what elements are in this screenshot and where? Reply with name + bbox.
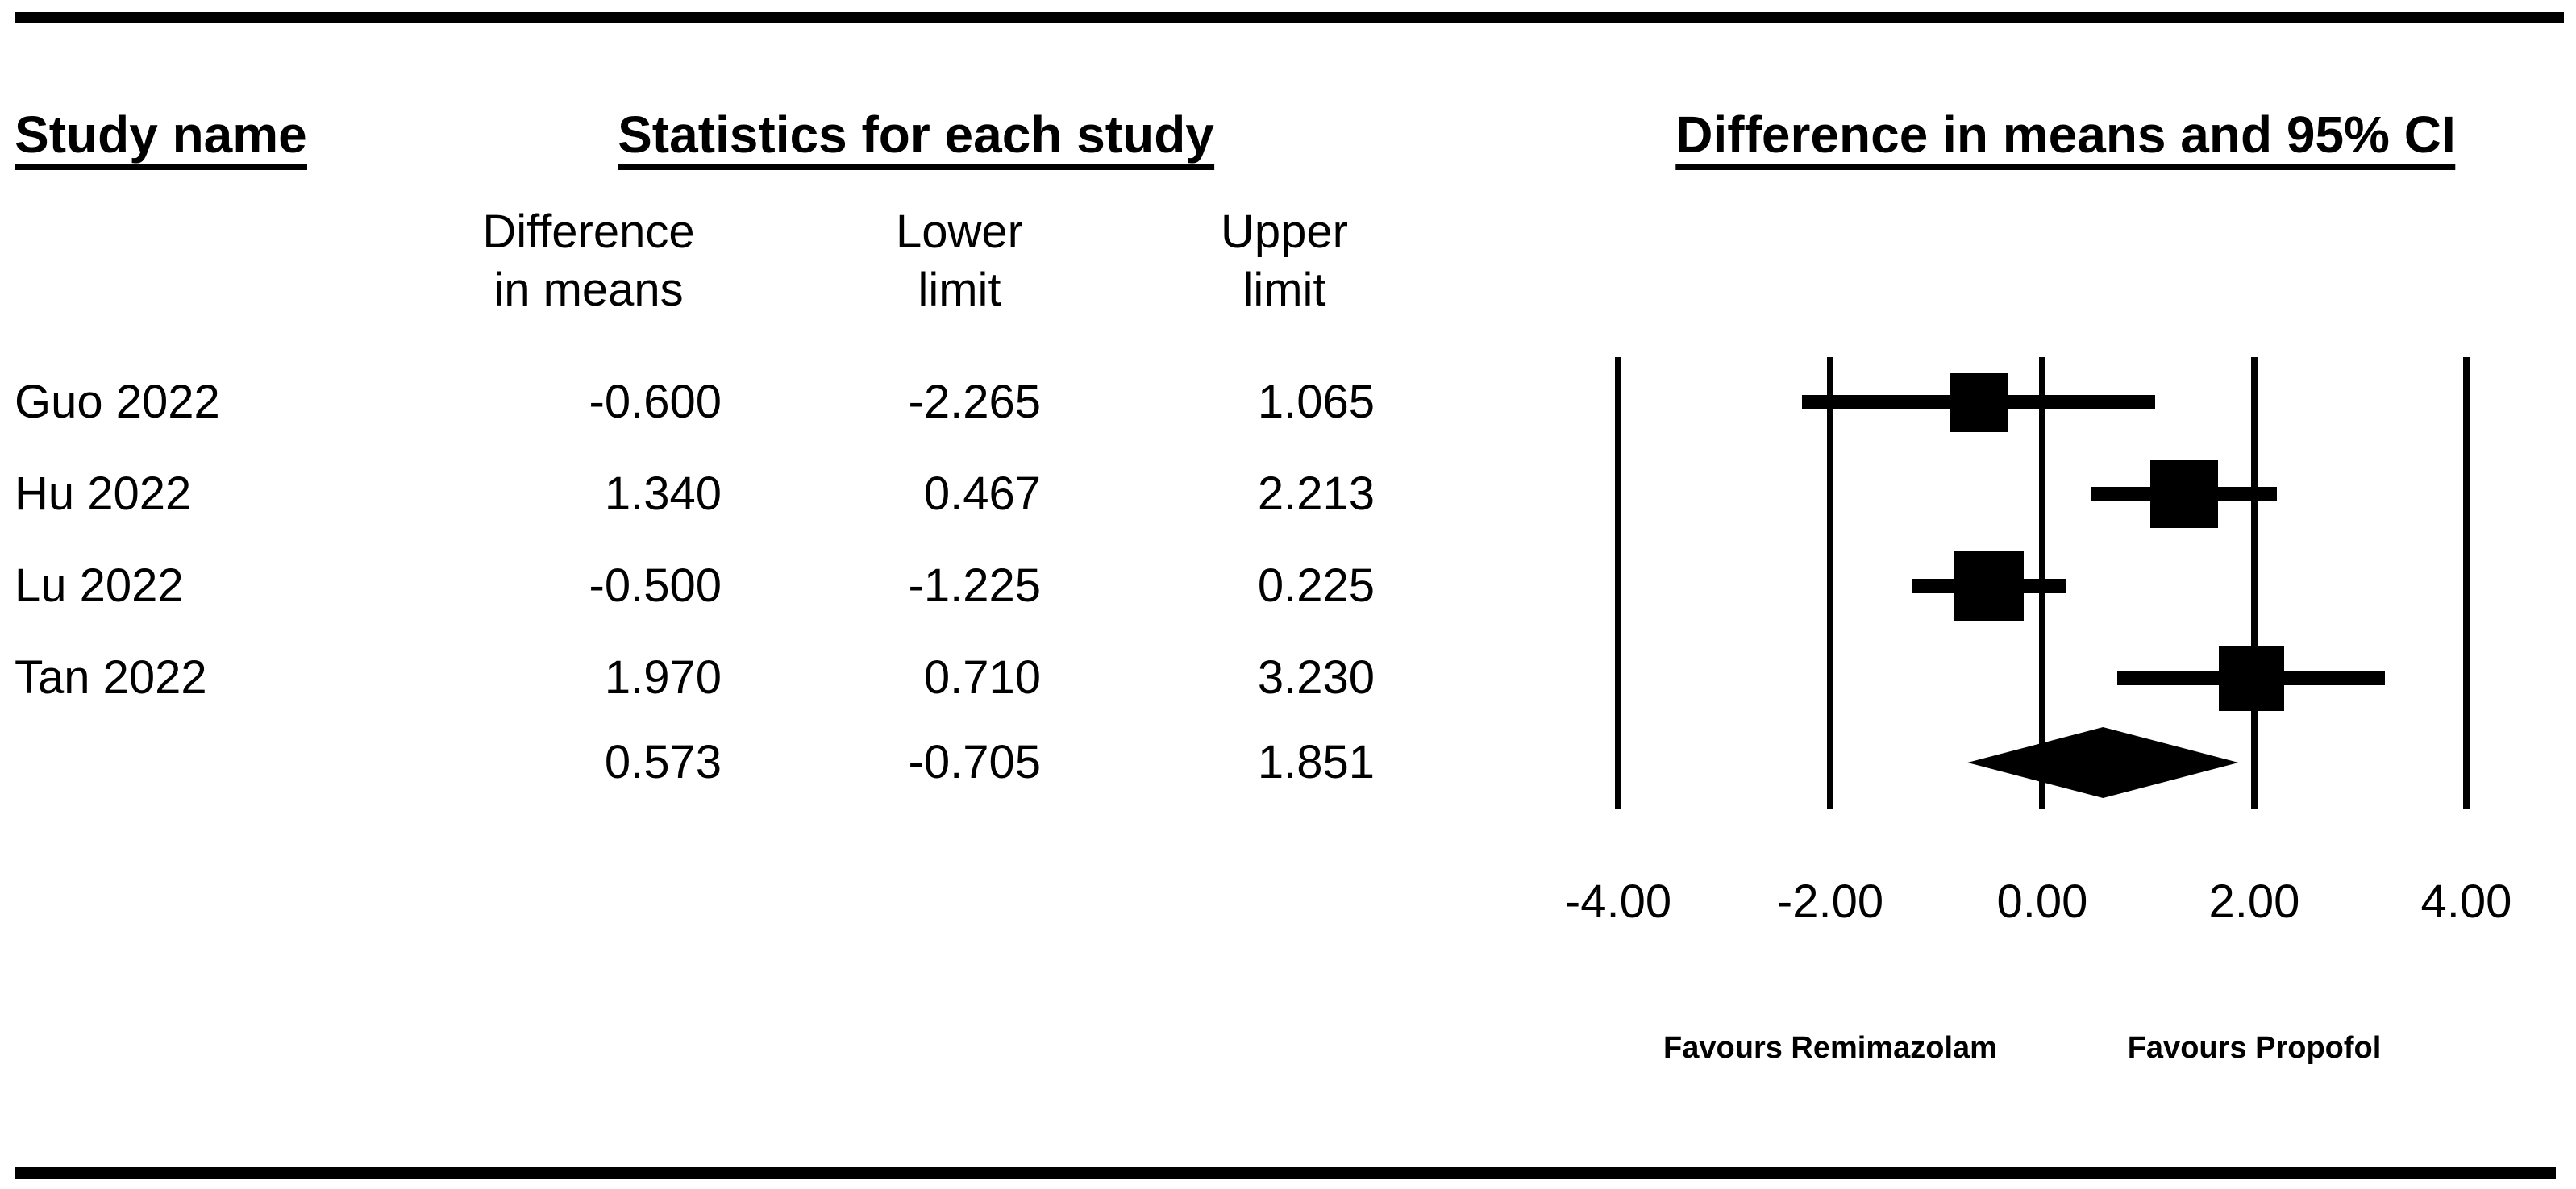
favours-label: Favours Remimazolam: [1663, 1031, 1997, 1065]
column-header-line: limit: [918, 264, 1001, 316]
axis-gridline: [2463, 357, 2470, 809]
study-row-lower-limit: -2.265: [908, 376, 1041, 428]
axis-gridline: [2251, 357, 2258, 809]
study-row-mean: 1.340: [604, 468, 722, 520]
plot-title-header-text: Difference in means and 95% CI: [1675, 109, 2456, 170]
study-row-name: Guo 2022: [15, 376, 220, 428]
point-estimate-square: [1949, 372, 2008, 432]
column-header-lower-limit: Lower limit: [896, 203, 1023, 319]
column-header-difference-in-means: Difference in means: [482, 203, 694, 319]
axis-gridline: [1615, 357, 1621, 809]
study-row-upper-limit: 0.225: [1257, 559, 1375, 612]
study-row-mean: -0.500: [589, 559, 722, 612]
study-row-name: Lu 2022: [15, 559, 184, 612]
axis-tick-label: 0.00: [1996, 875, 2088, 928]
column-header-line: in means: [493, 264, 684, 316]
statistics-header: Statistics for each study: [618, 109, 1214, 170]
study-row-lower-limit: 0.710: [923, 651, 1041, 704]
top-rule: [15, 12, 2564, 23]
column-header-line: Difference: [482, 206, 695, 258]
study-row-mean: 1.970: [604, 651, 722, 704]
column-header-line: Lower: [896, 206, 1023, 258]
overall-mean: 0.573: [604, 736, 722, 788]
point-estimate-square: [1954, 551, 2025, 621]
study-name-header: Study name: [15, 109, 307, 170]
column-header-upper-limit: Upper limit: [1221, 203, 1348, 319]
column-header-line: limit: [1242, 264, 1326, 316]
statistics-header-text: Statistics for each study: [618, 109, 1214, 170]
plot-title-header: Difference in means and 95% CI: [1675, 109, 2456, 170]
study-row-upper-limit: 2.213: [1257, 468, 1375, 520]
column-header-line: Upper: [1221, 206, 1348, 258]
study-row-name: Hu 2022: [15, 468, 192, 520]
favours-label: Favours Propofol: [2127, 1031, 2382, 1065]
study-row-name: Tan 2022: [15, 651, 207, 704]
study-row-mean: -0.600: [589, 376, 722, 428]
axis-tick-label: 2.00: [2208, 875, 2300, 928]
bottom-rule: [15, 1167, 2556, 1179]
overall-diamond: [1967, 727, 2239, 798]
point-estimate-square: [2218, 645, 2284, 711]
overall-lower-limit: -0.705: [908, 736, 1041, 788]
axis-tick-label: -2.00: [1776, 875, 1884, 928]
axis-gridline: [1827, 357, 1833, 809]
study-row-upper-limit: 3.230: [1257, 651, 1375, 704]
axis-tick-label: 4.00: [2420, 875, 2512, 928]
axis-tick-label: -4.00: [1564, 875, 1672, 928]
point-estimate-square: [2150, 460, 2219, 528]
study-row-upper-limit: 1.065: [1257, 376, 1375, 428]
study-row-lower-limit: -1.225: [908, 559, 1041, 612]
study-row-lower-limit: 0.467: [923, 468, 1041, 520]
overall-upper-limit: 1.851: [1257, 736, 1375, 788]
study-name-header-text: Study name: [15, 109, 307, 170]
